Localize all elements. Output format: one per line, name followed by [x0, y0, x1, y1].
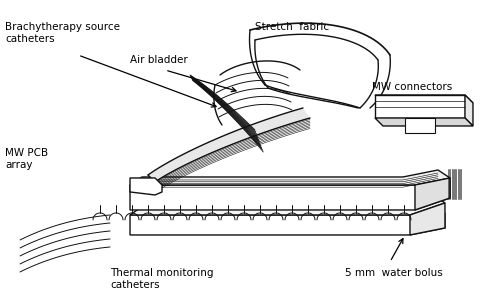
- Polygon shape: [130, 178, 162, 195]
- Polygon shape: [465, 95, 473, 126]
- Text: Thermal monitoring
catheters: Thermal monitoring catheters: [110, 268, 214, 289]
- Polygon shape: [375, 118, 473, 126]
- Text: MW PCB
array: MW PCB array: [5, 148, 48, 170]
- Polygon shape: [130, 213, 445, 235]
- Polygon shape: [375, 95, 473, 103]
- Text: MW connectors: MW connectors: [372, 82, 452, 92]
- Text: Air bladder: Air bladder: [130, 55, 188, 65]
- Polygon shape: [375, 95, 465, 118]
- Polygon shape: [130, 196, 445, 215]
- Polygon shape: [415, 178, 450, 210]
- Polygon shape: [130, 170, 450, 185]
- Text: 5 mm  water bolus: 5 mm water bolus: [345, 268, 442, 278]
- Text: Stretch  fabric: Stretch fabric: [255, 22, 329, 32]
- Polygon shape: [410, 203, 445, 235]
- Text: Brachytherapy source
catheters: Brachytherapy source catheters: [5, 22, 120, 44]
- Text: Dielectric spacer: Dielectric spacer: [245, 195, 333, 205]
- Polygon shape: [405, 118, 435, 133]
- Polygon shape: [130, 178, 450, 210]
- Polygon shape: [148, 108, 310, 182]
